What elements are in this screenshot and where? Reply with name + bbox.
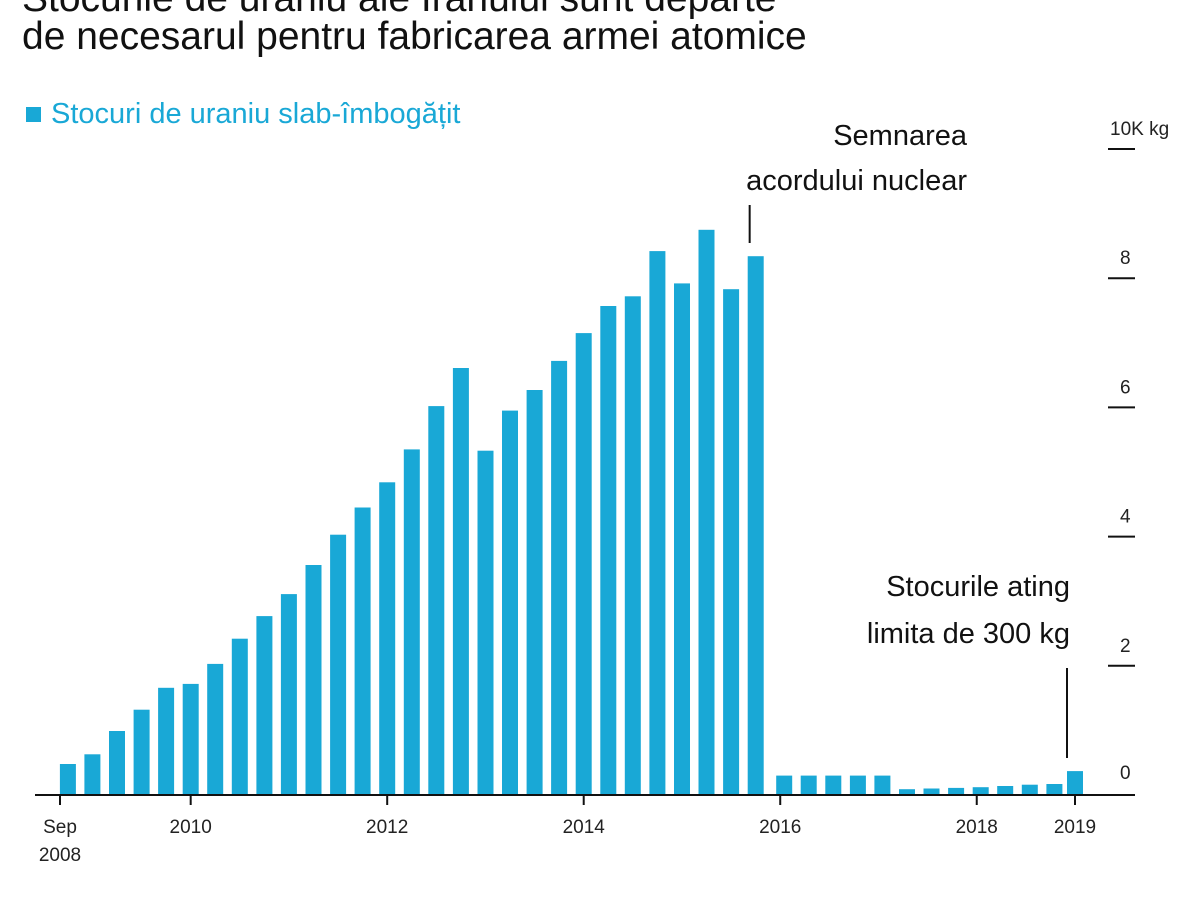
bar bbox=[948, 787, 965, 795]
bar bbox=[551, 360, 568, 795]
chart-title: Stocurile de uraniu ale Iranului sunt de… bbox=[22, 0, 776, 22]
y-tick-label: 2 bbox=[1120, 636, 1131, 657]
bar bbox=[526, 390, 543, 795]
y-tick-label: 6 bbox=[1120, 377, 1131, 398]
bar bbox=[1046, 784, 1063, 795]
bar bbox=[674, 283, 690, 795]
bar bbox=[1021, 784, 1038, 795]
x-axis: Sep 2008 2010 2012 2014 2016 2018 2019 bbox=[35, 794, 1135, 866]
bar bbox=[849, 775, 866, 795]
legend: Stocuri de uraniu slab-îmbogățit bbox=[26, 98, 460, 131]
bar bbox=[1067, 771, 1083, 795]
bar bbox=[923, 788, 940, 795]
x-tick-label: 2012 bbox=[366, 817, 408, 838]
legend-label: Stocuri de uraniu slab-îmbogățit bbox=[51, 98, 461, 130]
bar bbox=[972, 787, 989, 795]
bar bbox=[747, 256, 764, 795]
bar bbox=[256, 616, 273, 795]
x-tick-label: 2019 bbox=[1054, 817, 1096, 838]
annotation-text: acordului nuclear bbox=[746, 165, 967, 197]
bar bbox=[428, 406, 445, 795]
bar bbox=[84, 754, 101, 795]
bar bbox=[379, 482, 396, 795]
bar bbox=[624, 296, 641, 795]
annotations: Semnarea acordului nuclear Stocurile ating… bbox=[746, 120, 1070, 758]
annotation-text: Stocurile ating bbox=[886, 571, 1070, 603]
bar bbox=[575, 333, 592, 795]
bar bbox=[825, 775, 842, 795]
bar bbox=[133, 709, 150, 795]
bar bbox=[231, 638, 248, 795]
bar bbox=[899, 789, 915, 795]
bar bbox=[182, 683, 199, 795]
y-tick-label: 0 bbox=[1120, 763, 1131, 784]
bar bbox=[330, 534, 347, 795]
bar bbox=[800, 775, 817, 795]
bar bbox=[502, 410, 518, 795]
bar bbox=[207, 663, 224, 795]
annotation-text: Semnarea bbox=[833, 120, 968, 152]
bar bbox=[776, 775, 793, 795]
x-tick-label: 2016 bbox=[759, 817, 801, 838]
bar bbox=[452, 368, 469, 795]
bar bbox=[874, 775, 891, 795]
chart-subtitle: de necesarul pentru fabricarea armei ato… bbox=[22, 15, 807, 58]
bars-group bbox=[59, 229, 1083, 796]
x-tick-label: 2010 bbox=[170, 817, 212, 838]
legend-swatch bbox=[26, 107, 41, 122]
bar bbox=[403, 449, 420, 795]
x-tick-label: 2008 bbox=[39, 845, 81, 866]
bar bbox=[109, 731, 125, 795]
bar bbox=[158, 687, 175, 795]
x-tick-label: Sep bbox=[43, 817, 77, 838]
bar bbox=[600, 306, 617, 795]
y-axis: 10K kg 8 6 4 2 0 bbox=[1108, 119, 1169, 784]
bar bbox=[354, 507, 371, 795]
x-tick-label: 2014 bbox=[563, 817, 606, 838]
bar bbox=[997, 786, 1014, 795]
bar bbox=[280, 594, 297, 795]
bar bbox=[59, 764, 76, 795]
x-tick-label: 2018 bbox=[956, 817, 998, 838]
annotation-text: limita de 300 kg bbox=[867, 618, 1070, 650]
bar bbox=[477, 450, 494, 795]
y-tick-label: 4 bbox=[1120, 507, 1131, 528]
y-tick-label: 10K kg bbox=[1110, 119, 1169, 140]
bar bbox=[723, 289, 740, 795]
bar bbox=[698, 229, 715, 796]
y-tick-label: 8 bbox=[1120, 248, 1131, 269]
bar bbox=[649, 251, 666, 796]
bar bbox=[305, 565, 322, 795]
